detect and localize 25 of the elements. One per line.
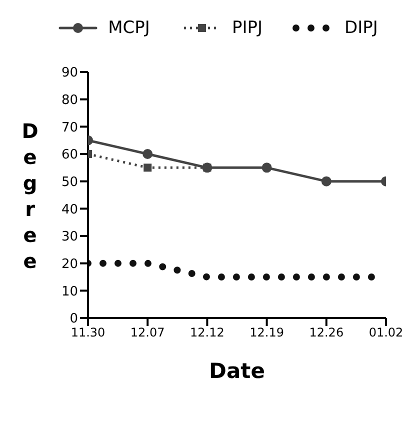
y-tick-label: 70 bbox=[61, 120, 78, 136]
point bbox=[142, 149, 153, 159]
y-tick-label: 30 bbox=[61, 230, 78, 245]
x-tick-label: 01.02 bbox=[368, 326, 404, 340]
x-tick-label: 11.30 bbox=[70, 326, 106, 340]
legend-label: MCPJ bbox=[108, 18, 150, 38]
x-tick-label: 12.12 bbox=[190, 326, 224, 340]
y-axis-title: Degree bbox=[20, 118, 40, 274]
x-tick-label: 12.26 bbox=[309, 326, 344, 340]
y-tick-label: 10 bbox=[61, 284, 78, 300]
y-tick-label: 90 bbox=[61, 66, 78, 81]
x-axis-title: Date bbox=[209, 359, 265, 383]
x-tick-label: 12.07 bbox=[130, 326, 165, 340]
y-tick-label: 60 bbox=[61, 148, 78, 163]
y-tick-label: 0 bbox=[70, 312, 78, 327]
y-tick-label: 80 bbox=[61, 92, 78, 108]
y-tick-label: 50 bbox=[61, 174, 78, 190]
x-tick-label: 12.19 bbox=[250, 326, 284, 340]
legend-label: PIPJ bbox=[232, 18, 262, 38]
y-tick-label: 20 bbox=[61, 256, 78, 272]
y-tick-label: 40 bbox=[61, 202, 78, 218]
legend-label: DIPJ bbox=[344, 18, 378, 38]
point bbox=[321, 176, 332, 186]
point bbox=[262, 162, 272, 173]
point bbox=[144, 164, 152, 172]
